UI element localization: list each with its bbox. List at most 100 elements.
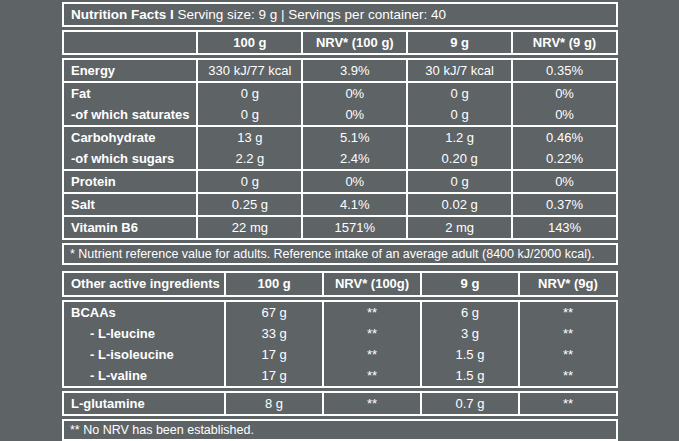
t1-header-nrv100g: NRV* (100 g) — [301, 32, 406, 53]
value-cell: 330 kJ/77 kcal — [196, 60, 301, 81]
value-cell: 5.1% — [301, 125, 406, 148]
row-label: BCAAs — [64, 302, 224, 323]
value-cell: ** — [322, 344, 420, 365]
row-label: Energy — [64, 60, 196, 81]
value-cell: 30 kJ/7 kcal — [406, 60, 511, 81]
value-cell: 0.20 g — [406, 148, 511, 169]
value-cell: 0% — [511, 104, 616, 125]
table-row-carbohydrate: Carbohydrate 13 g 5.1% 1.2 g 0.46% — [64, 125, 616, 148]
value-cell: 0% — [511, 169, 616, 192]
value-cell: ** — [322, 393, 420, 414]
value-cell: 0% — [301, 81, 406, 104]
value-cell: 1.5 g — [420, 344, 518, 365]
t1-footnote: * Nutrient reference value for adults. R… — [62, 243, 618, 265]
row-label: -of which saturates — [64, 104, 196, 125]
value-cell: 1571% — [301, 215, 406, 238]
value-cell: 0% — [511, 81, 616, 104]
row-label: Protein — [64, 169, 196, 192]
value-cell: 17 g — [224, 365, 322, 386]
title-serving-text: Serving size: 9 g | Servings per contain… — [178, 7, 446, 22]
value-cell: 67 g — [224, 302, 322, 323]
value-cell: 22 mg — [196, 215, 301, 238]
title-bold-text: Nutrition Facts I — [71, 7, 174, 22]
t2-header-nrv100g: NRV* (100g) — [322, 273, 420, 295]
table-row-salt: Salt 0.25 g 4.1% 0.02 g 0.37% — [64, 192, 616, 215]
value-cell: ** — [518, 393, 616, 414]
t1-header-nrv9g: NRV* (9 g) — [511, 32, 616, 53]
value-cell: 2.2 g — [196, 148, 301, 169]
row-label: Vitamin B6 — [64, 215, 196, 238]
value-cell: 0 g — [406, 169, 511, 192]
value-cell: 2.4% — [301, 148, 406, 169]
t2-bcaa-group: BCAAs 67 g ** 6 g ** - L-leucine 33 g **… — [62, 300, 618, 388]
value-cell: 3.9% — [301, 60, 406, 81]
value-cell: 0.22% — [511, 148, 616, 169]
table-row-fat: Fat 0 g 0% 0 g 0% — [64, 81, 616, 104]
value-cell: 0.35% — [511, 60, 616, 81]
value-cell: ** — [518, 365, 616, 386]
row-label: Salt — [64, 192, 196, 215]
row-label: Fat — [64, 81, 196, 104]
row-label: - L-isoleucine — [64, 344, 224, 365]
t2-header-row: Other active ingredients 100 g NRV* (100… — [62, 271, 618, 297]
t2-header-label: Other active ingredients — [64, 273, 224, 295]
other-active-ingredients-table: Other active ingredients 100 g NRV* (100… — [62, 271, 618, 441]
t1-header-100g: 100 g — [196, 32, 301, 53]
t2-glutamine-row: L-glutamine 8 g ** 0.7 g ** — [62, 391, 618, 416]
value-cell: 33 g — [224, 323, 322, 344]
t2-header-9g: 9 g — [420, 273, 518, 295]
row-label: Carbohydrate — [64, 125, 196, 148]
value-cell: ** — [518, 344, 616, 365]
value-cell: 0.37% — [511, 192, 616, 215]
t1-body: Energy 330 kJ/77 kcal 3.9% 30 kJ/7 kcal … — [62, 58, 618, 240]
table-row-bcaas: BCAAs 67 g ** 6 g ** — [64, 302, 616, 323]
value-cell: 6 g — [420, 302, 518, 323]
table-row-vitamin-b6: Vitamin B6 22 mg 1571% 2 mg 143% — [64, 215, 616, 238]
value-cell: 3 g — [420, 323, 518, 344]
value-cell: 2 mg — [406, 215, 511, 238]
t1-header-blank — [64, 32, 196, 53]
nutrition-facts-table: Nutrition Facts I Serving size: 9 g | Se… — [62, 2, 618, 265]
value-cell: 13 g — [196, 125, 301, 148]
value-cell: 0.02 g — [406, 192, 511, 215]
t1-header-row: 100 g NRV* (100 g) 9 g NRV* (9 g) — [62, 30, 618, 55]
value-cell: 0 g — [406, 81, 511, 104]
row-label: - L-valine — [64, 365, 224, 386]
table-row-l-leucine: - L-leucine 33 g ** 3 g ** — [64, 323, 616, 344]
t1-header-9g: 9 g — [406, 32, 511, 53]
value-cell: 0 g — [196, 169, 301, 192]
table-row-sugars: -of which sugars 2.2 g 2.4% 0.20 g 0.22% — [64, 148, 616, 169]
value-cell: 143% — [511, 215, 616, 238]
row-label: -of which sugars — [64, 148, 196, 169]
row-label: L-glutamine — [64, 393, 224, 414]
table-row-protein: Protein 0 g 0% 0 g 0% — [64, 169, 616, 192]
value-cell: 0% — [301, 169, 406, 192]
value-cell: ** — [322, 302, 420, 323]
value-cell: 0 g — [406, 104, 511, 125]
value-cell: 0 g — [196, 81, 301, 104]
value-cell: 0 g — [196, 104, 301, 125]
value-cell: ** — [518, 323, 616, 344]
value-cell: 4.1% — [301, 192, 406, 215]
value-cell: ** — [322, 323, 420, 344]
value-cell: 17 g — [224, 344, 322, 365]
t2-header-100g: 100 g — [224, 273, 322, 295]
value-cell: 8 g — [224, 393, 322, 414]
value-cell: 1.5 g — [420, 365, 518, 386]
nutrition-label: Nutrition Facts I Serving size: 9 g | Se… — [0, 0, 679, 441]
table-row-energy: Energy 330 kJ/77 kcal 3.9% 30 kJ/7 kcal … — [64, 60, 616, 81]
value-cell: 1.2 g — [406, 125, 511, 148]
value-cell: 0.46% — [511, 125, 616, 148]
value-cell: ** — [518, 302, 616, 323]
t2-header-nrv9g: NRV* (9g) — [518, 273, 616, 295]
value-cell: 0.7 g — [420, 393, 518, 414]
table-row-saturates: -of which saturates 0 g 0% 0 g 0% — [64, 104, 616, 125]
value-cell: 0.25 g — [196, 192, 301, 215]
value-cell: ** — [322, 365, 420, 386]
nutrition-facts-title: Nutrition Facts I Serving size: 9 g | Se… — [62, 2, 618, 27]
table-row-l-isoleucine: - L-isoleucine 17 g ** 1.5 g ** — [64, 344, 616, 365]
value-cell: 0% — [301, 104, 406, 125]
t2-footnote: ** No NRV has been established. — [62, 419, 618, 441]
table-row-l-valine: - L-valine 17 g ** 1.5 g ** — [64, 365, 616, 386]
row-label: - L-leucine — [64, 323, 224, 344]
